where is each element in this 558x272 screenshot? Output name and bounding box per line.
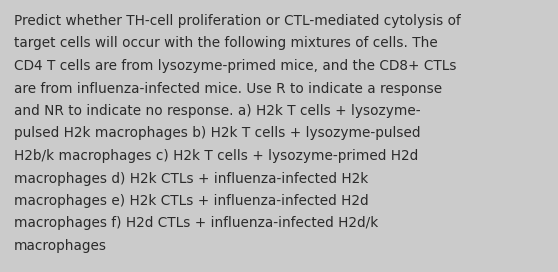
- Text: target cells will occur with the following mixtures of cells. The: target cells will occur with the followi…: [14, 36, 437, 51]
- Text: macrophages e) H2k CTLs + influenza-infected H2d: macrophages e) H2k CTLs + influenza-infe…: [14, 194, 369, 208]
- Text: macrophages d) H2k CTLs + influenza-infected H2k: macrophages d) H2k CTLs + influenza-infe…: [14, 172, 368, 186]
- Text: pulsed H2k macrophages b) H2k T cells + lysozyme-pulsed: pulsed H2k macrophages b) H2k T cells + …: [14, 126, 421, 141]
- Text: and NR to indicate no response. a) H2k T cells + lysozyme-: and NR to indicate no response. a) H2k T…: [14, 104, 421, 118]
- Text: are from influenza-infected mice. Use R to indicate a response: are from influenza-infected mice. Use R …: [14, 82, 442, 95]
- Text: CD4 T cells are from lysozyme-primed mice, and the CD8+ CTLs: CD4 T cells are from lysozyme-primed mic…: [14, 59, 456, 73]
- Text: Predict whether TH-cell proliferation or CTL-mediated cytolysis of: Predict whether TH-cell proliferation or…: [14, 14, 461, 28]
- Text: macrophages: macrophages: [14, 239, 107, 253]
- Text: macrophages f) H2d CTLs + influenza-infected H2d/k: macrophages f) H2d CTLs + influenza-infe…: [14, 217, 378, 230]
- Text: H2b/k macrophages c) H2k T cells + lysozyme-primed H2d: H2b/k macrophages c) H2k T cells + lysoz…: [14, 149, 418, 163]
